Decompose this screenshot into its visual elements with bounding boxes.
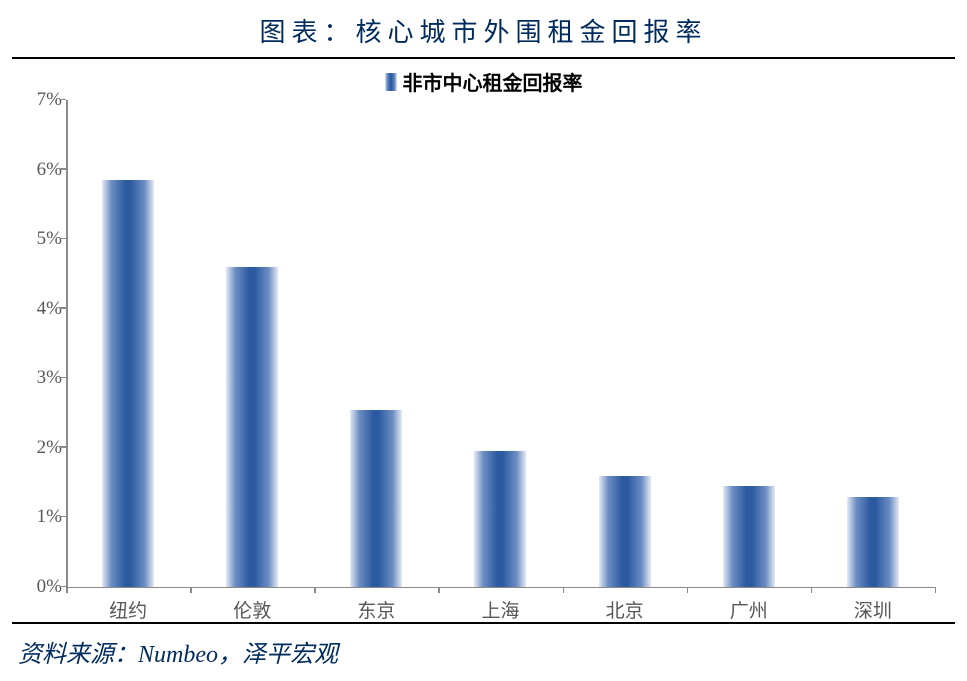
bar xyxy=(226,267,278,587)
y-tick-mark xyxy=(60,446,66,448)
y-tick-mark xyxy=(60,168,66,170)
x-tick-label: 纽约 xyxy=(66,588,190,620)
bar-slot xyxy=(314,100,438,587)
legend: 非市中心租金回报率 xyxy=(12,61,955,100)
bars-container xyxy=(66,100,935,587)
bar xyxy=(599,476,651,587)
y-tick-label: 0% xyxy=(18,576,62,598)
bar xyxy=(350,410,402,587)
bar xyxy=(723,486,775,587)
plot-area: 0%1%2%3%4%5%6%7% xyxy=(66,100,935,588)
bar xyxy=(102,180,154,587)
top-rule xyxy=(12,57,955,59)
y-tick-label: 7% xyxy=(18,89,62,111)
y-tick-mark xyxy=(60,586,66,588)
x-tick-mark xyxy=(935,587,937,593)
y-tick-label: 3% xyxy=(18,367,62,389)
y-tick-mark xyxy=(60,99,66,101)
bar-chart: 0%1%2%3%4%5%6%7% 纽约伦敦东京上海北京广州深圳 xyxy=(66,100,935,620)
source-line: 资料来源：Numbeo，泽平宏观 xyxy=(12,626,955,669)
bar xyxy=(474,451,526,587)
x-tick-label: 东京 xyxy=(314,588,438,620)
bar-slot xyxy=(563,100,687,587)
y-tick-mark xyxy=(60,516,66,518)
bar-slot xyxy=(66,100,190,587)
x-tick-label: 上海 xyxy=(438,588,562,620)
bar-slot xyxy=(438,100,562,587)
y-tick-label: 2% xyxy=(18,437,62,459)
x-tick-label: 深圳 xyxy=(811,588,935,620)
x-tick-label: 伦敦 xyxy=(190,588,314,620)
bar-slot xyxy=(687,100,811,587)
y-tick-mark xyxy=(60,307,66,309)
bar-slot xyxy=(190,100,314,587)
y-tick-label: 1% xyxy=(18,506,62,528)
bar-slot xyxy=(811,100,935,587)
chart-title: 图表：核心城市外围租金回报率 xyxy=(12,12,955,55)
y-tick-label: 5% xyxy=(18,228,62,250)
x-labels: 纽约伦敦东京上海北京广州深圳 xyxy=(66,588,935,620)
y-tick-label: 4% xyxy=(18,298,62,320)
x-tick-label: 广州 xyxy=(687,588,811,620)
x-tick-label: 北京 xyxy=(563,588,687,620)
bar xyxy=(847,497,899,587)
y-tick-mark xyxy=(60,377,66,379)
legend-swatch xyxy=(385,73,397,91)
y-tick-label: 6% xyxy=(18,159,62,181)
legend-label: 非市中心租金回报率 xyxy=(403,67,583,96)
y-tick-mark xyxy=(60,238,66,240)
